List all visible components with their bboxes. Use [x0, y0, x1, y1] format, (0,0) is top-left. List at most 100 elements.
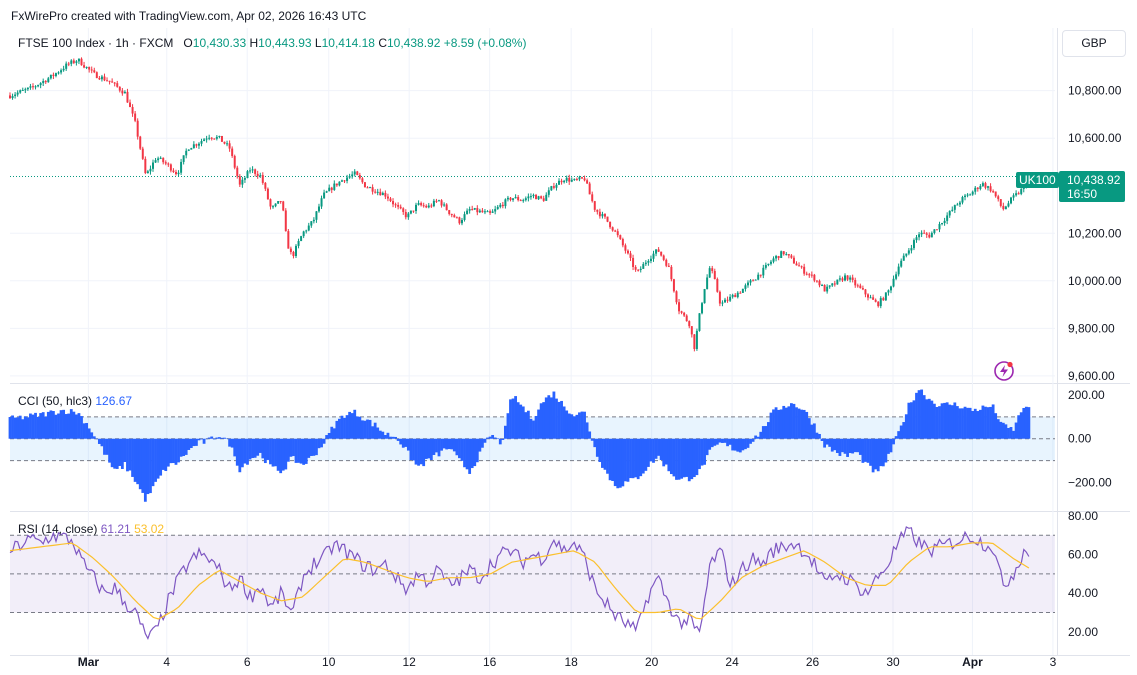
cci-bar: [317, 438, 321, 449]
candle-body: [21, 89, 24, 91]
cci-bar: [603, 438, 607, 470]
candle-body: [545, 194, 548, 201]
cci-bar: [570, 414, 574, 439]
cci-bar: [733, 438, 737, 451]
cci-bar: [943, 402, 947, 439]
candle-body: [813, 274, 816, 281]
candle-body: [317, 206, 320, 212]
candle-body: [632, 257, 635, 267]
rsi-axis-label: 60.00: [1068, 548, 1098, 562]
candle-body: [780, 251, 783, 259]
candle-body: [912, 240, 915, 249]
candle-body: [131, 107, 134, 114]
rsi-ma-line: [9, 542, 1030, 620]
candle-body: [499, 204, 502, 207]
candle-body: [815, 280, 818, 282]
candle-body: [535, 194, 538, 200]
candle-body: [251, 169, 254, 171]
cci-bar: [498, 438, 502, 445]
cci-bar: [383, 435, 387, 439]
cci-bar: [1009, 427, 1013, 439]
candle-body: [629, 253, 632, 258]
cci-bar: [138, 438, 142, 490]
candle-body: [744, 285, 747, 289]
lightning-icon[interactable]: [993, 360, 1015, 382]
candle-body: [642, 264, 645, 269]
cci-bar: [687, 438, 691, 482]
time-axis-label: 6: [244, 655, 251, 669]
candle-body: [113, 82, 116, 84]
cci-bar: [355, 416, 359, 439]
candle-body: [473, 208, 476, 210]
cci-bar: [685, 438, 689, 477]
cci-bar: [521, 406, 525, 439]
candle-body: [26, 87, 29, 90]
cci-bar: [759, 431, 763, 439]
cci-bar: [118, 438, 122, 466]
cci-bar: [583, 411, 586, 439]
cci-bar: [401, 438, 405, 448]
price-axis-label: 10,600.00: [1068, 131, 1122, 145]
cci-bar: [705, 438, 709, 456]
cci-bar: [907, 402, 911, 439]
chart-credit: FxWirePro created with TradingView.com, …: [11, 9, 367, 23]
cci-bar: [989, 406, 992, 439]
cci-bar: [981, 405, 985, 439]
candle-body: [412, 210, 415, 212]
cci-bar: [853, 438, 857, 453]
cci-bar: [608, 438, 612, 481]
candle-body: [180, 161, 183, 173]
candle-body: [31, 86, 34, 88]
rsi-legend[interactable]: RSI (14, close) 61.21 53.02: [18, 522, 164, 536]
cci-bar: [945, 402, 949, 439]
price-axis-label: 10,800.00: [1068, 84, 1122, 98]
candle-body: [578, 177, 581, 180]
cci-legend[interactable]: CCI (50, hlc3) 126.67: [18, 394, 132, 408]
cci-bar: [340, 415, 344, 439]
cci-bar: [315, 438, 318, 456]
candle-body: [249, 170, 252, 172]
cci-bar: [126, 438, 129, 472]
candle-body: [468, 209, 471, 211]
cci-bar: [276, 438, 280, 471]
time-axis-label: 3: [1050, 655, 1057, 669]
candle-body: [550, 186, 553, 191]
candle-body: [695, 330, 698, 349]
close-value: 10,438.92: [387, 36, 441, 50]
cci-bar: [782, 405, 786, 439]
candle-body: [581, 177, 583, 179]
cci-bar: [69, 409, 73, 439]
candle-body: [438, 200, 440, 202]
cci-bar: [624, 438, 627, 482]
candle-body: [376, 191, 379, 193]
cci-bar: [246, 438, 249, 465]
cci-bar: [876, 438, 880, 472]
open-value: 10,430.33: [192, 36, 247, 50]
candle-body: [657, 249, 660, 252]
candle-body: [300, 236, 303, 242]
candle-body: [80, 58, 83, 66]
candle-body: [905, 253, 908, 256]
cci-title: CCI (50, hlc3): [18, 394, 93, 408]
cci-bar: [955, 406, 959, 439]
candle-body: [718, 291, 721, 304]
candle-body: [343, 180, 346, 182]
cci-bar: [263, 438, 267, 464]
candle-body: [203, 139, 206, 142]
candle-body: [95, 72, 98, 79]
cci-bar: [950, 405, 954, 439]
cci-bar: [442, 438, 446, 449]
cci-bar: [302, 438, 306, 465]
cci-bar: [881, 438, 885, 467]
candle-body: [552, 186, 555, 188]
symbol-name[interactable]: FTSE 100 Index · 1h · FXCM: [18, 36, 174, 50]
currency-button[interactable]: GBP: [1062, 30, 1126, 57]
candle-body: [312, 219, 315, 222]
candle-body: [363, 182, 366, 188]
cci-bar: [432, 438, 436, 455]
cci-bar: [437, 438, 441, 457]
cci-bar: [593, 438, 597, 448]
candle-body: [9, 95, 11, 99]
cci-bar: [110, 438, 114, 468]
